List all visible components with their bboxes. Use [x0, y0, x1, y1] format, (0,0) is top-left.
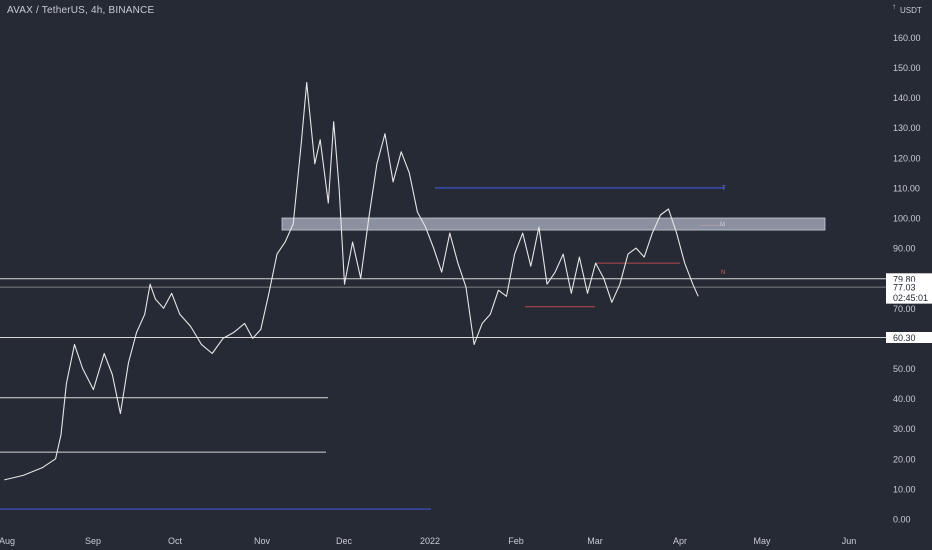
level-price-tag [886, 331, 932, 343]
x-tick-label: 2022 [420, 536, 440, 546]
resistance-zone [281, 217, 826, 231]
y-tick-label: 160.00 [893, 33, 921, 43]
current-price-tag-value: 77.03 [893, 283, 916, 293]
y-tick-label: 140.00 [893, 93, 921, 103]
x-tick-label: Apr [673, 536, 687, 546]
countdown-timer: 02:45:01 [893, 293, 928, 303]
y-tick-label: 130.00 [893, 123, 921, 133]
y-tick-label: 90.00 [893, 244, 916, 254]
price-series [4, 82, 699, 481]
annotation-label: M [720, 222, 725, 228]
y-tick-label: 30.00 [893, 424, 916, 434]
y-tick-label: 50.00 [893, 364, 916, 374]
y-tick-label: 110.00 [893, 183, 920, 193]
x-tick-label: Jun [842, 536, 857, 546]
y-tick-label: 120.00 [893, 153, 921, 163]
currency-mark: ↑ [892, 2, 896, 11]
x-axis: Aug Sep Oct Nov Dec 2022 Feb Mar Apr May Jun [0, 536, 856, 546]
annotation-label: N [721, 270, 725, 276]
x-tick-label: Oct [168, 536, 183, 546]
annotation-label: T [722, 186, 726, 192]
annotations: T M N [720, 186, 726, 276]
x-tick-label: Mar [587, 536, 603, 546]
x-tick-label: Dec [336, 536, 353, 546]
level-price-tag-value: 60.30 [893, 333, 916, 343]
level-price-tag [886, 273, 932, 285]
y-tick-label: 20.00 [893, 454, 916, 464]
y-axis-unit: USDT [900, 6, 922, 15]
y-tick-label: 10.00 [893, 484, 916, 494]
y-tick-label: 150.00 [893, 63, 921, 73]
y-tick-label: 70.00 [893, 304, 916, 314]
x-tick-label: Feb [508, 536, 524, 546]
y-tick-label: 40.00 [893, 394, 916, 404]
y-tick-label: 100.00 [893, 214, 921, 224]
chart-title: AVAX / TetherUS, 4h, BINANCE [7, 5, 155, 16]
y-tick-label: 0.00 [893, 515, 911, 525]
horizontal-levels [0, 187, 932, 510]
x-tick-label: Nov [254, 536, 271, 546]
price-line [4, 82, 699, 481]
current-price-tag [886, 281, 932, 304]
x-tick-label: Aug [0, 536, 15, 546]
x-tick-label: May [753, 536, 771, 546]
x-tick-label: Sep [85, 536, 101, 546]
level-price-tag-value: 79.80 [893, 274, 916, 284]
